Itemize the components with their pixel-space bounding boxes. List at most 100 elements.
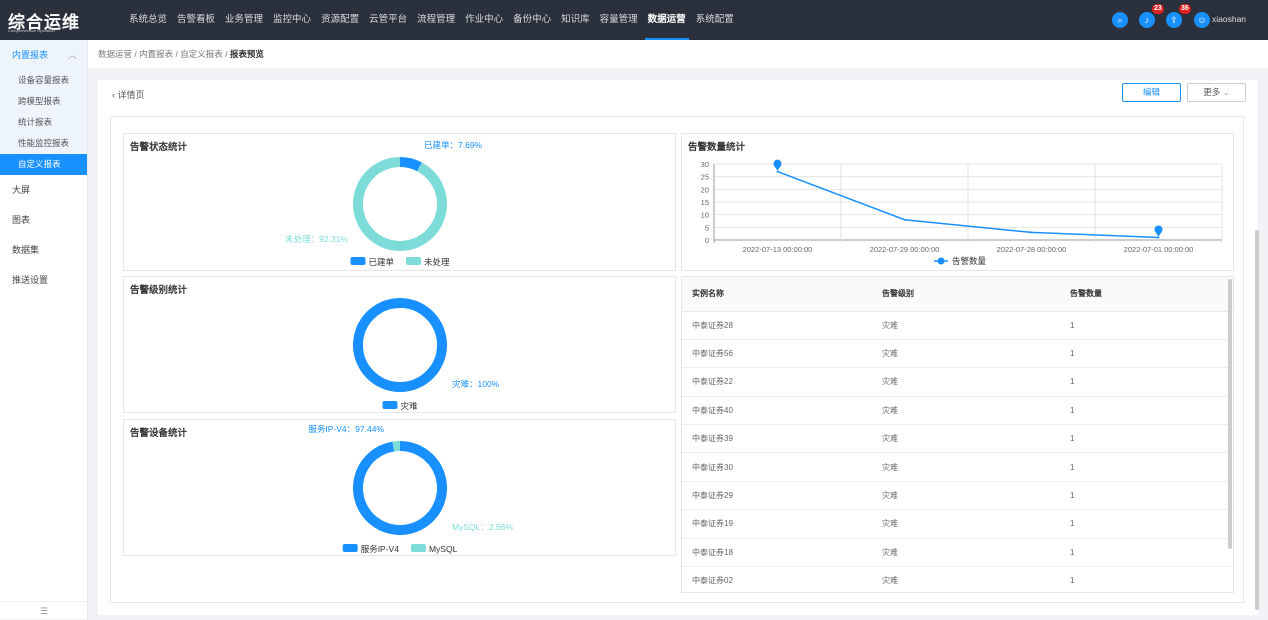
nav-item[interactable]: 备份中心 xyxy=(513,14,552,25)
table-cell: 1 xyxy=(1060,339,1233,369)
back-link[interactable]: ‹ 详情页 xyxy=(112,90,145,100)
table-cell: 中泰证券02 xyxy=(682,566,872,592)
table-cell: 1 xyxy=(1060,311,1233,340)
data-point[interactable] xyxy=(776,170,779,173)
table-row[interactable]: 中泰证券18 灾难 1 xyxy=(682,538,1233,568)
data-point[interactable] xyxy=(1030,231,1033,234)
search-icon[interactable]: ⌕ xyxy=(1112,12,1128,28)
table-cell: 1 xyxy=(1060,367,1233,397)
legend-label[interactable]: 灾难 xyxy=(400,401,418,411)
legend-swatch[interactable] xyxy=(410,544,426,552)
sidebar-subitem[interactable]: 设备容量报表 xyxy=(0,70,87,91)
table-cell: 1 xyxy=(1060,509,1233,539)
collapse-icon[interactable]: ☰ xyxy=(0,601,88,619)
pie-slice[interactable] xyxy=(353,441,447,535)
nav-item[interactable]: 作业中心 xyxy=(465,14,504,25)
slice-label: MySQL：2.56% xyxy=(452,522,513,532)
sidebar-group-label: 内置报表 xyxy=(12,50,49,60)
legend-label[interactable]: 服务IP-V4 xyxy=(361,544,400,554)
edit-button[interactable]: 编辑 xyxy=(1122,83,1181,102)
alarm-table: 实例名称 告警级别 告警数量 中泰证券28 灾难 1 中泰证券56 灾难 1 中泰证券22 灾难 1 中… xyxy=(682,277,1233,592)
table-cell: 中泰证券40 xyxy=(682,396,872,426)
table-row[interactable]: 中泰证券30 灾难 1 xyxy=(682,452,1233,482)
table-row[interactable]: 中泰证券29 灾难 1 xyxy=(682,481,1233,511)
y-tick-label: 5 xyxy=(705,223,709,232)
nav-item[interactable]: 业务管理 xyxy=(225,14,264,25)
nav-item[interactable]: 系统配置 xyxy=(695,14,734,25)
pie-panel-device: 告警设备统计 服务IP-V4：97.44% MySQL：2.56% 服务IP-V4 My… xyxy=(123,419,676,556)
pie-slice[interactable] xyxy=(400,157,422,172)
sidebar-subitem[interactable]: 性能监控报表 xyxy=(0,133,87,154)
nav-item[interactable]: 容量管理 xyxy=(599,14,638,25)
table-cell: 中泰证券18 xyxy=(682,538,872,568)
table-cell: 中泰证券19 xyxy=(682,509,872,539)
y-tick-label: 15 xyxy=(701,198,709,207)
pie-slice[interactable] xyxy=(392,441,400,452)
table-cell: 中泰证券22 xyxy=(682,367,872,397)
legend-label[interactable]: 已建单 xyxy=(368,257,394,267)
series-line xyxy=(777,170,1159,239)
nav-item[interactable]: 知识库 xyxy=(561,14,590,25)
table-row[interactable]: 中泰证券19 灾难 1 xyxy=(682,509,1233,539)
sidebar-item[interactable]: 图表 xyxy=(12,215,31,225)
sidebar-item[interactable]: 数据集 xyxy=(12,245,40,255)
table-row[interactable]: 中泰证券56 灾难 1 xyxy=(682,339,1233,369)
notice-icon[interactable]: ⇪ 36 xyxy=(1166,4,1191,28)
table-cell: 灾难 xyxy=(872,311,1060,340)
legend-swatch[interactable] xyxy=(350,257,366,265)
table-cell: 灾难 xyxy=(872,538,1060,568)
sidebar-group-builtin-reports[interactable]: 内置报表 ︿ xyxy=(0,40,87,70)
data-point[interactable] xyxy=(903,218,906,221)
table-cell: 1 xyxy=(1060,566,1233,592)
breadcrumb: 数据运营 / 内置报表 / 自定义报表 / 报表预览 xyxy=(88,40,1268,68)
report-card: ‹ 详情页 编辑 更多 ⌄ 告警状态统计 已建单：7.69% 未处理：92.31% 已… xyxy=(98,80,1258,615)
legend-swatch[interactable] xyxy=(342,544,358,552)
table-cell: 中泰证券56 xyxy=(682,339,872,369)
legend-swatch[interactable] xyxy=(406,257,421,265)
table-cell: 中泰证券39 xyxy=(682,424,872,454)
marker-pin[interactable] xyxy=(1154,225,1163,237)
page-scrollbar[interactable] xyxy=(1255,230,1259,610)
sidebar-item[interactable]: 推送设置 xyxy=(12,275,49,285)
y-tick-label: 10 xyxy=(701,211,709,220)
table-row[interactable]: 中泰证券02 灾难 1 xyxy=(682,566,1233,592)
legend-swatch[interactable] xyxy=(382,401,398,409)
nav-item[interactable]: 云管平台 xyxy=(369,14,408,25)
breadcrumb-item[interactable]: 内置报表 xyxy=(139,49,174,59)
table-row[interactable]: 中泰证券22 灾难 1 xyxy=(682,367,1233,397)
nav-item[interactable]: 流程管理 xyxy=(417,14,456,25)
legend-label[interactable]: 告警数量 xyxy=(952,256,987,266)
pie-slice[interactable] xyxy=(353,157,447,251)
table-row[interactable]: 中泰证券28 灾难 1 xyxy=(682,311,1233,340)
legend-label[interactable]: MySQL xyxy=(429,544,458,554)
table-scrollbar[interactable] xyxy=(1228,279,1232,549)
table-row[interactable]: 中泰证券39 灾难 1 xyxy=(682,424,1233,454)
pie-slice[interactable] xyxy=(353,298,447,392)
nav-item[interactable]: 告警看板 xyxy=(177,14,216,25)
more-button[interactable]: 更多 ⌄ xyxy=(1187,83,1246,102)
nav-item[interactable]: 监控中心 xyxy=(273,14,312,25)
nav-item[interactable]: 数据运营 xyxy=(643,0,691,40)
table-row[interactable]: 中泰证券40 灾难 1 xyxy=(682,396,1233,426)
table-cell: 灾难 xyxy=(872,452,1060,482)
nav-item[interactable]: 系统总览 xyxy=(129,14,168,25)
nav-item[interactable]: 资源配置 xyxy=(321,14,360,25)
username[interactable]: xiaoshan xyxy=(1212,14,1247,24)
sidebar-subitem[interactable]: 统计报表 xyxy=(0,112,87,133)
column-header: 告警数量 xyxy=(1060,277,1233,312)
legend-marker[interactable] xyxy=(937,257,945,265)
sidebar-subitem[interactable]: 自定义报表 xyxy=(0,154,87,175)
breadcrumb-item[interactable]: 自定义报表 xyxy=(180,49,223,59)
bell-icon[interactable]: ♪ 23 xyxy=(1139,4,1164,28)
user-avatar-icon[interactable]: ☺ xyxy=(1194,12,1210,28)
breadcrumb-separator: / xyxy=(173,49,181,59)
data-point[interactable] xyxy=(1157,236,1160,239)
legend-label[interactable]: 未处理 xyxy=(424,257,450,267)
marker-pin[interactable] xyxy=(773,159,782,171)
sidebar-item[interactable]: 大屏 xyxy=(12,185,31,195)
table-cell: 灾难 xyxy=(872,424,1060,454)
breadcrumb-item[interactable]: 数据运营 xyxy=(98,49,133,59)
pie-panel-level: 告警级别统计 灾难：100% 灾难 xyxy=(123,276,676,413)
table-cell: 灾难 xyxy=(872,481,1060,511)
sidebar-subitem[interactable]: 跨模型报表 xyxy=(0,91,87,112)
